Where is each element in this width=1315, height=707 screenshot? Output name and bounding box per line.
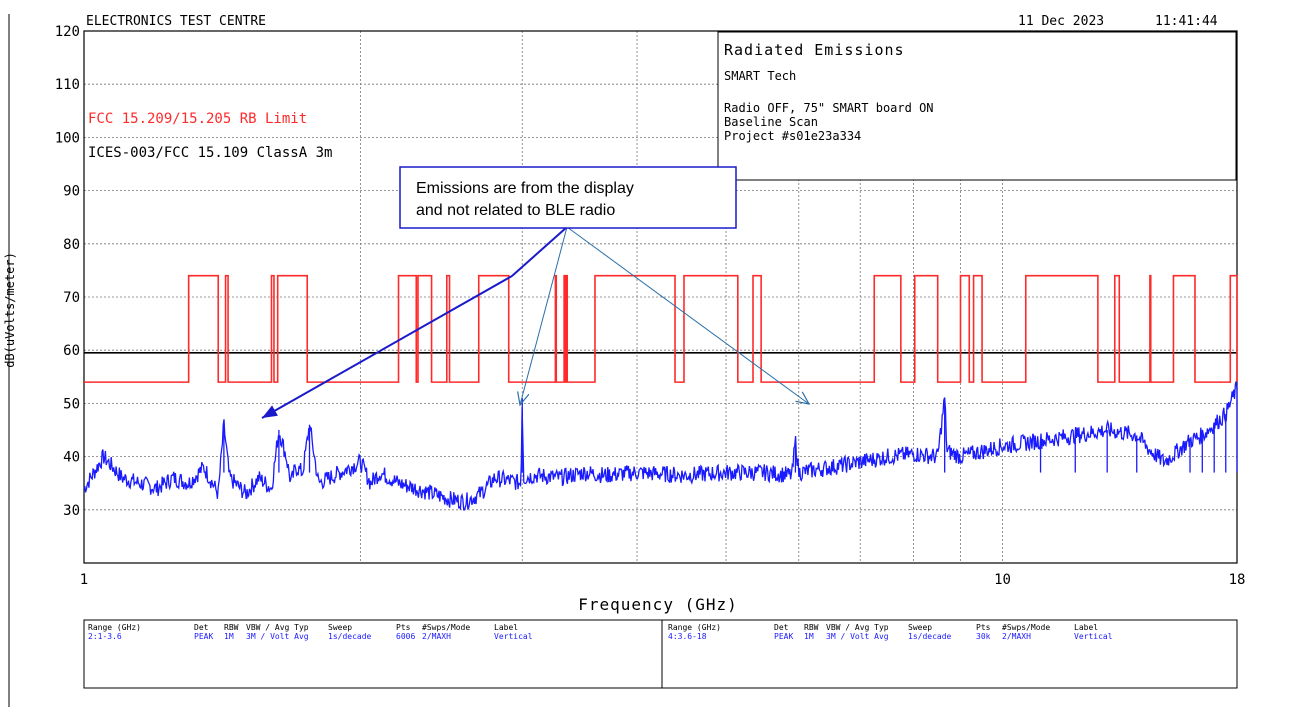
x-tick-label: 18 [1229, 572, 1246, 588]
y-tick-label: 60 [63, 343, 80, 359]
x-tick-label: 1 [80, 572, 88, 588]
settings-header: Label [494, 623, 518, 632]
settings-header: Sweep [328, 623, 352, 632]
settings-header: Det [194, 623, 209, 632]
settings-table-frame [83, 619, 1238, 689]
x-tick-labels: 1 10 18 [80, 572, 1246, 588]
settings-header: Range (GHz) [668, 623, 721, 632]
y-axis-title: dB(uVolts/meter) [3, 252, 17, 368]
info-line: Radio OFF, 75" SMART board ON [724, 101, 934, 115]
lab-name: ELECTRONICS TEST CENTRE [86, 14, 266, 29]
settings-header: Label [1074, 623, 1098, 632]
y-tick-label: 70 [63, 290, 80, 306]
settings-right: Range (GHz) Det RBW VBW / Avg Typ Sweep Pts #S… [668, 623, 1113, 641]
y-tick-label: 80 [63, 237, 80, 253]
callout-arrow [520, 226, 568, 405]
settings-left: Range (GHz) Det RBW VBW / Avg Typ Sweep Pts #S… [88, 623, 533, 641]
y-tick-label: 120 [55, 24, 80, 40]
x-axis-title: Frequency (GHz) [578, 595, 738, 614]
callout-text: Emissions are from the display [416, 180, 634, 197]
settings-header: Pts [976, 623, 991, 632]
settings-header: VBW / Avg Typ [826, 623, 889, 632]
settings-value: 4:3.6-18 [668, 632, 707, 641]
callout-arrow [261, 275, 513, 419]
y-tick-label: 40 [63, 450, 80, 466]
y-tick-labels: 120 110 100 90 80 70 60 50 40 30 [55, 24, 80, 519]
settings-value: 3M / Volt Avg [826, 632, 889, 641]
settings-value: Vertical [494, 632, 533, 641]
settings-header: VBW / Avg Typ [246, 623, 309, 632]
settings-header: Sweep [908, 623, 932, 632]
measurement-trace [83, 381, 1238, 511]
settings-value: 3M / Volt Avg [246, 632, 309, 641]
info-line: Baseline Scan [724, 115, 818, 129]
rb-limit-label: FCC 15.209/15.205 RB Limit [88, 111, 307, 127]
settings-value: 2/MAXH [1002, 632, 1031, 641]
settings-value: 1s/decade [328, 632, 372, 641]
settings-header: RBW [224, 623, 239, 632]
settings-value: 6006 [396, 632, 415, 641]
callout-text: and not related to BLE radio [416, 202, 615, 219]
settings-header: RBW [804, 623, 819, 632]
settings-value: PEAK [774, 632, 793, 641]
settings-value: Vertical [1074, 632, 1113, 641]
settings-header: Det [774, 623, 789, 632]
y-tick-label: 90 [63, 184, 80, 200]
settings-value: 1M [804, 632, 814, 641]
class-a-limit-label: ICES-003/FCC 15.109 ClassA 3m [88, 145, 332, 161]
test-time: 11:41:44 [1155, 14, 1218, 29]
callout-arrow [566, 226, 809, 404]
y-tick-label: 30 [63, 503, 80, 519]
info-line: Project #s01e23a334 [724, 129, 861, 143]
info-box [717, 31, 1237, 181]
settings-table: Range (GHz) Det RBW VBW / Avg Typ Sweep Pts #S… [83, 619, 1238, 689]
y-tick-label: 100 [55, 130, 80, 146]
settings-value: 2/MAXH [422, 632, 451, 641]
settings-value: 30k [976, 632, 991, 641]
test-date: 11 Dec 2023 [1018, 14, 1104, 29]
measurement-trace-layer [83, 381, 1238, 511]
rb-limit-layer [84, 274, 1238, 383]
callout-leader [511, 226, 568, 277]
y-tick-label: 110 [55, 77, 80, 93]
settings-header: Pts [396, 623, 411, 632]
settings-header: #Swps/Mode [1002, 623, 1050, 632]
settings-header: Range (GHz) [88, 623, 141, 632]
settings-value: 1M [224, 632, 234, 641]
settings-value: 1s/decade [908, 632, 952, 641]
info-title: Radiated Emissions [724, 41, 905, 59]
y-tick-label: 50 [63, 396, 80, 412]
info-company: SMART Tech [724, 69, 796, 83]
settings-value: 2:1-3.6 [88, 632, 122, 641]
annotation-callout: Emissions are from the display and not r… [261, 166, 809, 419]
callout-box [399, 166, 737, 229]
x-tick-label: 10 [994, 572, 1011, 588]
settings-header: #Swps/Mode [422, 623, 470, 632]
rb-limit-line [84, 274, 1238, 383]
settings-value: PEAK [194, 632, 213, 641]
